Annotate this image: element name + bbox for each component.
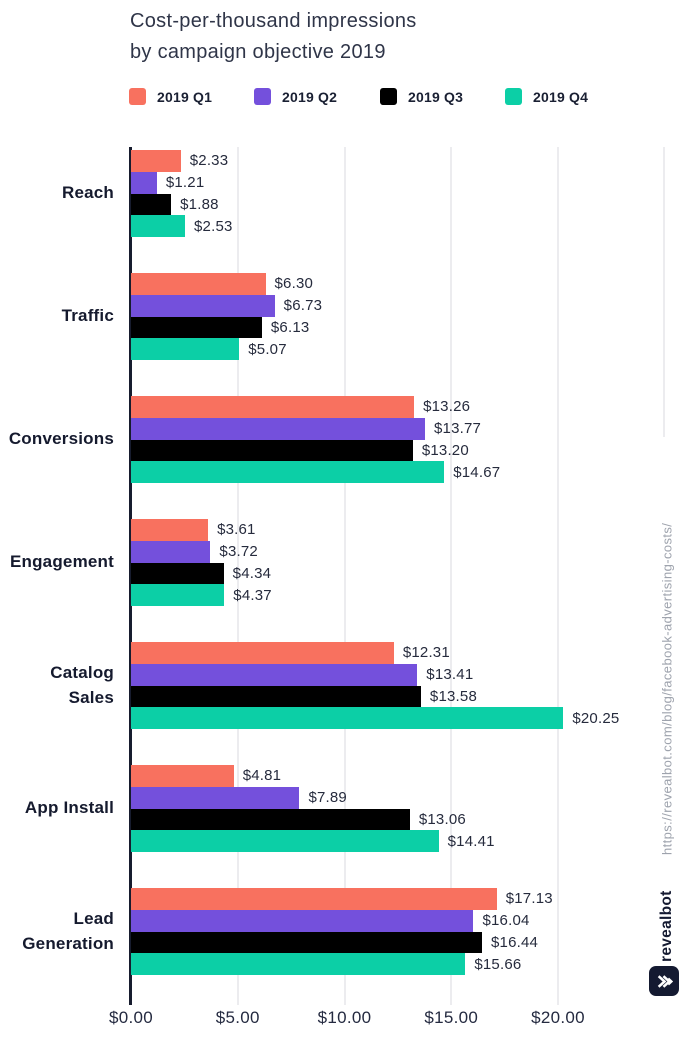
legend-item-q4: 2019 Q4 [505, 88, 588, 105]
bar-value-label: $14.67 [453, 463, 501, 481]
revealbot-wordmark: revealbot [658, 890, 675, 962]
bar [131, 663, 418, 686]
bar-value-label: $13.26 [423, 398, 471, 416]
chart-title: Cost-per-thousand impressions by campaig… [130, 6, 417, 68]
bar-value-label: $13.41 [426, 666, 474, 684]
category-label: Lead Generation [22, 908, 114, 953]
bar [131, 830, 439, 852]
legend-swatch-q4 [505, 88, 522, 105]
category-label: Engagement [9, 552, 114, 572]
bar [131, 808, 410, 831]
bar-value-label: $13.58 [429, 687, 478, 705]
side-divider-line [663, 147, 665, 437]
bar [131, 685, 421, 708]
bar-value-label: $6.73 [283, 297, 323, 315]
bar [131, 519, 209, 541]
bar-value-label: $4.37 [233, 586, 272, 604]
bar [131, 953, 466, 975]
bar [131, 150, 181, 172]
bar-value-label: $7.89 [308, 789, 347, 807]
legend-swatch-q2 [254, 88, 271, 105]
gridline-15 [450, 147, 453, 1005]
bar-value-label: $20.25 [572, 709, 620, 727]
bar [131, 316, 262, 339]
chart-title-line-2: by campaign objective 2019 [130, 41, 386, 63]
bar-value-label: $13.06 [418, 810, 466, 828]
bar-value-label: $2.53 [194, 217, 233, 235]
bar-value-label: $13.77 [433, 420, 482, 438]
bar [131, 931, 482, 954]
bar [131, 765, 234, 787]
bar-value-label: $6.30 [274, 275, 314, 293]
bar [131, 461, 445, 483]
bar [131, 439, 413, 462]
bar-value-label: $16.44 [490, 933, 539, 951]
triple-chevron-right-icon [657, 974, 673, 988]
category-label: App Install [24, 798, 114, 818]
category-label: Traffic [61, 306, 114, 326]
category-label: Conversions [8, 429, 114, 449]
revealbot-logo [649, 966, 679, 996]
bar [131, 909, 474, 932]
bar [131, 642, 394, 664]
bar [131, 193, 172, 216]
x-axis-tick-label: $10.00 [317, 1008, 372, 1027]
bar [131, 171, 157, 194]
bar [131, 294, 275, 317]
x-axis-tick-label: $5.00 [215, 1008, 260, 1027]
bar [131, 888, 497, 910]
bar [131, 584, 225, 606]
bar-value-label: $16.04 [482, 912, 530, 930]
bar [131, 417, 425, 440]
bar [131, 338, 240, 360]
bar-value-label: $4.34 [232, 564, 272, 582]
bar-value-label: $1.21 [165, 174, 205, 192]
gridline-5 [236, 147, 239, 1005]
legend-swatch-q3 [380, 88, 397, 105]
legend-swatch-q1 [129, 88, 146, 105]
legend-item-q3: 2019 Q3 [380, 88, 463, 105]
chart-title-line-1: Cost-per-thousand impressions [130, 10, 417, 32]
bar-value-label: $6.13 [270, 318, 310, 336]
legend-label-q3: 2019 Q3 [408, 88, 464, 105]
bar [131, 540, 211, 563]
legend-item-q2: 2019 Q2 [254, 88, 337, 105]
bar-value-label: $1.88 [180, 195, 219, 213]
bar [131, 215, 185, 237]
bar-value-label: $14.41 [447, 832, 495, 850]
bar-value-label: $2.33 [189, 152, 229, 170]
legend-label-q1: 2019 Q1 [157, 88, 213, 105]
bar [131, 786, 300, 809]
x-axis-tick-label: $15.00 [424, 1008, 479, 1027]
bar-value-label: $13.20 [421, 441, 469, 459]
x-axis-tick-label: $20.00 [531, 1008, 585, 1027]
x-axis-tick-label: $0.00 [108, 1008, 154, 1027]
bar [131, 396, 415, 418]
category-label: Catalog Sales [50, 662, 114, 707]
legend-label-q2: 2019 Q2 [282, 88, 338, 105]
bar-value-label: $3.72 [219, 543, 258, 561]
bar-value-label: $15.66 [474, 955, 522, 973]
gridline-20 [557, 147, 559, 1005]
category-label: Reach [61, 183, 114, 203]
bar-value-label: $4.81 [242, 767, 282, 785]
bar-value-label: $5.07 [248, 340, 287, 358]
bar [131, 707, 564, 729]
bar-value-label: $12.31 [402, 644, 450, 662]
y-axis-line [129, 147, 132, 1005]
bar-value-label: $17.13 [505, 890, 553, 908]
bar [131, 273, 266, 295]
bar [131, 562, 224, 585]
source-url: https://revealbot.com/blog/facebook-adve… [659, 522, 675, 855]
gridline-10 [343, 147, 346, 1005]
legend-label-q4: 2019 Q4 [533, 88, 589, 105]
legend-item-q1: 2019 Q1 [129, 88, 212, 105]
bar-value-label: $3.61 [217, 521, 256, 539]
